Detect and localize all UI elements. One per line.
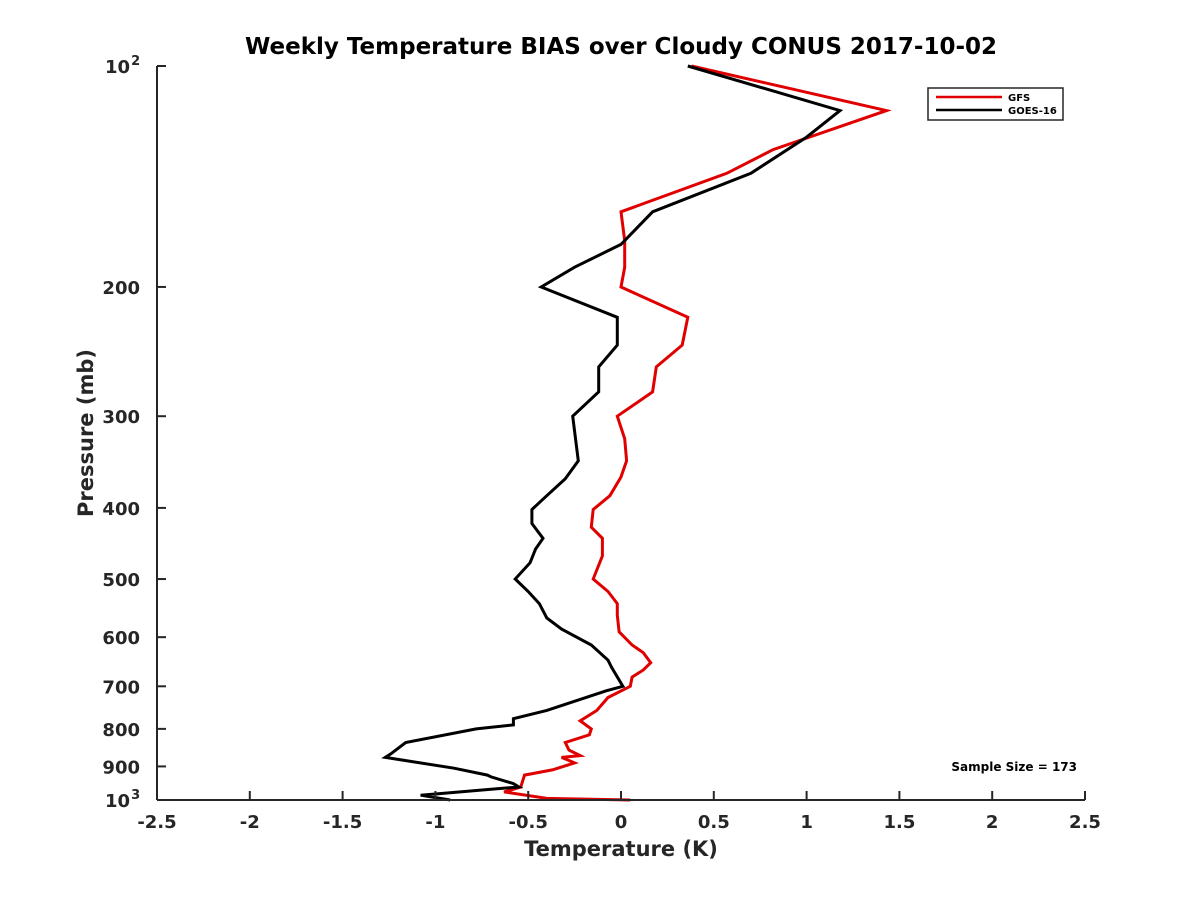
y-ticks: 102 200 300 400 500 600 700 800 900 103 xyxy=(102,54,166,812)
x-axis-label: Temperature (K) xyxy=(524,837,718,861)
y-tick-label: 200 xyxy=(102,278,140,299)
chart-title: Weekly Temperature BIAS over Cloudy CONU… xyxy=(245,34,997,60)
y-tick-label: 400 xyxy=(102,499,140,520)
legend-label-goes16: GOES-16 xyxy=(1008,106,1057,117)
sample-size-annotation: Sample Size = 173 xyxy=(951,760,1077,774)
y-tick-label: 500 xyxy=(102,570,140,591)
y-tick-label: 103 xyxy=(105,788,140,812)
y-axis-label: Pressure (mb) xyxy=(74,349,98,517)
y-tick-label: 600 xyxy=(102,628,140,649)
x-tick-label: 0 xyxy=(615,812,628,833)
x-tick-label: -1 xyxy=(425,812,445,833)
y-tick-label: 102 xyxy=(105,54,140,78)
x-tick-label: 0.5 xyxy=(698,812,730,833)
series-line-goes16 xyxy=(381,64,844,802)
x-tick-label: -0.5 xyxy=(509,812,548,833)
x-ticks: -2.5 -2 -1.5 -1 -0.5 0 0.5 1 1.5 2 2.5 xyxy=(137,791,1101,833)
legend: GFS GOES-16 xyxy=(927,87,1064,121)
x-tick-label: -2.5 xyxy=(137,812,176,833)
y-tick-label: 700 xyxy=(102,677,140,698)
y-tick-label: 900 xyxy=(102,757,140,778)
x-tick-label: -1.5 xyxy=(323,812,362,833)
legend-label-gfs: GFS xyxy=(1008,93,1030,104)
y-tick-label: 300 xyxy=(102,407,140,428)
x-tick-label: 1 xyxy=(800,812,813,833)
legend-box xyxy=(927,87,1064,121)
x-tick-label: 1.5 xyxy=(883,812,915,833)
x-tick-label: 2 xyxy=(986,812,999,833)
series-layer xyxy=(381,64,892,802)
series-line-gfs xyxy=(503,64,892,802)
x-tick-label: -2 xyxy=(240,812,260,833)
x-tick-label: 2.5 xyxy=(1069,812,1101,833)
y-tick-label: 800 xyxy=(102,720,140,741)
